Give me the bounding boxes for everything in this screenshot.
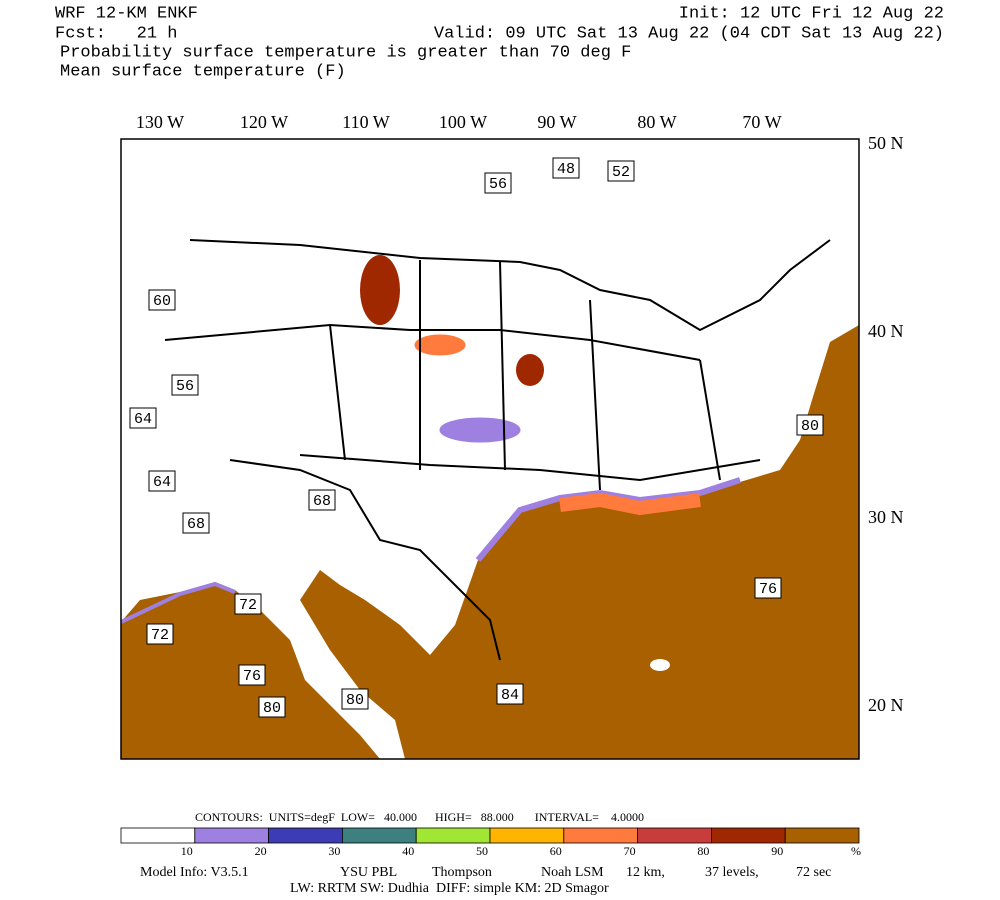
colorbar-tick-label: 50 — [476, 844, 488, 858]
colorbar-tick-label: 80 — [697, 844, 709, 858]
colorbar: 10 20 30 40 50 60 70 80 90% — [120, 827, 861, 858]
colorbar-swatch — [784, 827, 860, 844]
latitude-label: 50 N — [868, 133, 904, 153]
contour-label: 72 — [239, 597, 257, 614]
resolution: 12 km, — [626, 865, 665, 880]
contour-label: 56 — [176, 378, 194, 395]
longitude-label: 70 W — [742, 112, 781, 132]
longitude-label: 100 W — [439, 112, 487, 132]
colorbar-tick-label: 10 — [181, 844, 193, 858]
field-title: Mean surface temperature (F) — [60, 62, 346, 81]
colorbar-tick-label: 40 — [402, 844, 414, 858]
contour-label-box — [754, 577, 782, 599]
colorbar-swatch — [711, 827, 786, 844]
contour-label-box — [258, 696, 286, 718]
contour-label-box — [341, 688, 369, 710]
contour-label: 76 — [243, 668, 261, 685]
contour-label-box — [552, 157, 580, 179]
contour-label-box — [484, 172, 512, 194]
mp-scheme: Thompson — [432, 865, 492, 880]
contour-label-box — [234, 593, 262, 615]
prob-fringe — [120, 581, 236, 624]
contour-label-box — [182, 512, 210, 534]
contour-label: 68 — [313, 493, 331, 510]
colorbar-tick-label: 70 — [624, 844, 636, 858]
contour-label-box — [148, 289, 176, 311]
colorbar-swatch — [489, 827, 565, 844]
contour-label: 72 — [151, 627, 169, 644]
longitude-label: 120 W — [240, 112, 288, 132]
contour-label-box — [148, 470, 176, 492]
model-title: WRF 12-KM ENKF — [55, 4, 198, 23]
contour-label: 64 — [153, 474, 171, 491]
colorbar-unit: % — [851, 844, 861, 858]
prob-blob — [414, 334, 466, 356]
contour-label: 80 — [346, 692, 364, 709]
prob-blob — [360, 255, 400, 325]
init-time: Init: 12 UTC Fri 12 Aug 22 — [679, 4, 944, 23]
lsm-scheme: Noah LSM — [541, 865, 604, 880]
longitude-label: 110 W — [342, 112, 390, 132]
contour-label: 60 — [153, 293, 171, 310]
contour-label: 56 — [489, 176, 507, 193]
colorbar-tick-label: 20 — [255, 844, 267, 858]
longitude-label: 80 W — [637, 112, 676, 132]
latitude-label: 20 N — [868, 695, 904, 715]
contour-label-box — [171, 374, 199, 396]
colorbar-swatch — [415, 827, 491, 844]
contour-label: 68 — [187, 516, 205, 533]
prob-area — [300, 325, 859, 759]
contour-label: 64 — [134, 411, 152, 428]
contour-label-box — [146, 623, 174, 645]
field-title: Probability surface temperature is great… — [60, 43, 631, 62]
contour-label: 48 — [557, 161, 575, 178]
contour-label-box — [238, 664, 266, 686]
colorbar-tick-label: 90 — [771, 844, 783, 858]
contour-label-box — [308, 489, 336, 511]
contour-label: 76 — [759, 581, 777, 598]
longitude-label: 90 W — [537, 112, 576, 132]
levels: 37 levels, — [705, 865, 759, 880]
contour-label-box — [496, 683, 524, 705]
physics: LW: RRTM SW: Dudhia DIFF: simple KM: 2D … — [290, 881, 609, 896]
valid-time: Valid: 09 UTC Sat 13 Aug 22 (04 CDT Sat … — [434, 24, 944, 43]
model-info: Model Info: V3.5.1 — [140, 865, 249, 880]
map-frame — [120, 138, 860, 760]
longitude-label: 130 W — [136, 112, 184, 132]
island — [650, 659, 670, 671]
contour-label-box — [129, 407, 157, 429]
contour-label: 80 — [263, 700, 281, 717]
contour-info: CONTOURS: UNITS=degF LOW= 40.000 HIGH= 8… — [195, 810, 644, 824]
colorbar-swatch — [637, 827, 712, 844]
colorbar-tick-label: 30 — [328, 844, 340, 858]
contour-label-box — [796, 414, 824, 436]
timestep: 72 sec — [796, 865, 831, 880]
prob-blob — [439, 417, 521, 443]
contour-label-box — [607, 160, 635, 182]
pbl-scheme: YSU PBL — [340, 865, 397, 880]
boundaries — [164, 239, 831, 661]
latitude-label: 30 N — [868, 507, 904, 527]
latitude-label: 40 N — [868, 321, 904, 341]
contour-label: 52 — [612, 164, 630, 181]
colorbar-swatch — [341, 827, 417, 844]
colorbar-tick-label: 60 — [550, 844, 562, 858]
colorbar-swatch — [120, 827, 196, 844]
prob-fringe — [559, 492, 701, 516]
contour-label: 84 — [501, 687, 519, 704]
forecast-hour: Fcst: 21 h — [55, 24, 177, 43]
colorbar-swatch — [268, 827, 343, 844]
colorbar-swatch — [194, 827, 270, 844]
prob-blob — [516, 354, 544, 386]
contour-label: 80 — [801, 418, 819, 435]
colorbar-swatch — [563, 827, 638, 844]
